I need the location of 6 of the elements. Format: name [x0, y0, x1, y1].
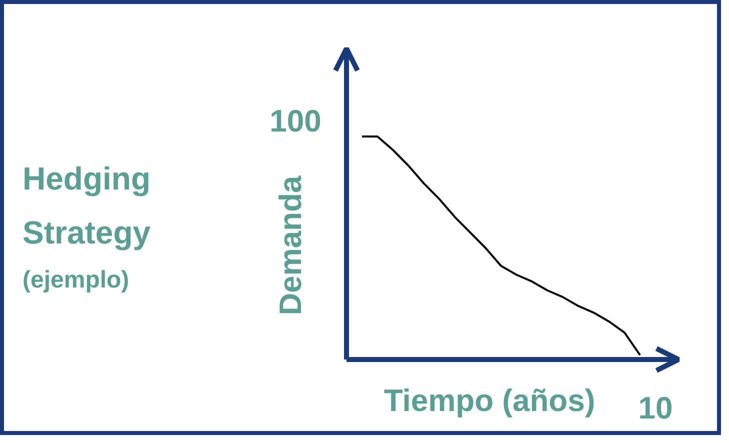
x-axis-title: Tiempo (años)	[384, 383, 596, 418]
y-axis-title: Demanda	[273, 174, 308, 316]
text: (ejemplo)	[22, 266, 130, 294]
text: Hedging Strategy	[22, 160, 151, 250]
text: 100	[270, 104, 322, 138]
text: 10	[638, 390, 673, 426]
